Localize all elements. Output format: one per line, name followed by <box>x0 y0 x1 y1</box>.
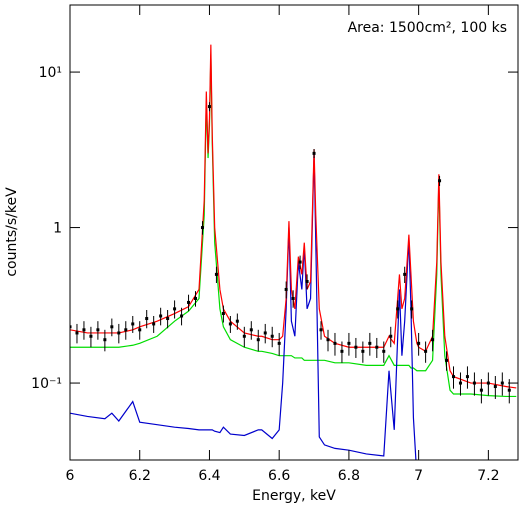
data-point <box>214 272 218 276</box>
annotation: Area: 1500cm², 100 ks <box>348 20 507 36</box>
data-point <box>319 328 323 332</box>
data-point <box>110 325 114 329</box>
data-point <box>486 381 490 385</box>
data-point <box>326 338 330 342</box>
data-point <box>194 296 198 300</box>
data-point <box>431 338 435 342</box>
data-point <box>124 328 128 332</box>
data-point <box>396 307 400 311</box>
model-line <box>70 54 517 398</box>
x-tick-label: 6.2 <box>129 468 151 484</box>
x-tick-label: 7.2 <box>477 468 499 484</box>
data-point <box>340 349 344 353</box>
data-point <box>354 345 358 349</box>
data-point <box>438 179 442 183</box>
data-point <box>263 331 267 335</box>
data-point <box>173 307 177 311</box>
data-point <box>145 317 149 321</box>
data-point <box>472 381 476 385</box>
data-point <box>131 322 135 326</box>
data-point <box>298 260 302 264</box>
x-tick-label: 6 <box>66 468 75 484</box>
x-tick-label: 6.6 <box>268 468 290 484</box>
data-point <box>166 317 170 321</box>
data-point <box>277 341 281 345</box>
data-point <box>417 341 421 345</box>
data-point <box>465 375 469 379</box>
data-point <box>305 279 309 283</box>
data-point <box>445 358 449 362</box>
data-point <box>333 341 337 345</box>
data-point <box>500 381 504 385</box>
data-point <box>221 312 225 316</box>
data-point <box>82 328 86 332</box>
data-point <box>507 388 511 392</box>
data-point <box>312 151 316 155</box>
data-point <box>270 334 274 338</box>
data-point <box>249 328 253 332</box>
data-point <box>89 334 93 338</box>
x-tick-label: 7 <box>414 468 423 484</box>
data-point <box>389 334 393 338</box>
data-point <box>228 322 232 326</box>
y-tick-label: 10⁻¹ <box>31 376 62 392</box>
data-point <box>368 341 372 345</box>
y-tick-label: 10¹ <box>39 65 62 81</box>
data-point <box>452 375 456 379</box>
data-point <box>403 272 407 276</box>
x-tick-label: 6.8 <box>338 468 360 484</box>
data-point <box>375 345 379 349</box>
data-point <box>361 349 365 353</box>
data-point <box>200 226 204 230</box>
data-point <box>479 388 483 392</box>
y-tick-label: 1 <box>53 221 62 237</box>
x-axis-label: Energy, keV <box>252 488 336 504</box>
data-point <box>70 325 72 329</box>
data-point <box>138 328 142 332</box>
data-point <box>242 334 246 338</box>
data-point <box>187 300 191 304</box>
data-point <box>410 307 414 311</box>
data-point <box>96 328 100 332</box>
data-point <box>458 381 462 385</box>
plot-area <box>70 44 517 460</box>
data-point <box>159 314 163 318</box>
data-point <box>103 338 107 342</box>
plot-frame <box>69 4 519 461</box>
data-point <box>75 331 79 335</box>
model-line <box>70 153 417 460</box>
data-point <box>347 341 351 345</box>
data-point <box>291 296 295 300</box>
data-point <box>235 319 239 323</box>
y-axis-label: counts/s/keV <box>4 187 20 277</box>
data-point <box>207 105 211 109</box>
data-point <box>424 349 428 353</box>
data-point <box>117 331 121 335</box>
data-point <box>382 349 386 353</box>
data-point <box>284 287 288 291</box>
data-point <box>256 338 260 342</box>
model-line <box>70 44 517 389</box>
data-point <box>493 385 497 389</box>
data-point <box>180 314 184 318</box>
data-point <box>152 322 156 326</box>
x-tick-label: 6.4 <box>198 468 220 484</box>
